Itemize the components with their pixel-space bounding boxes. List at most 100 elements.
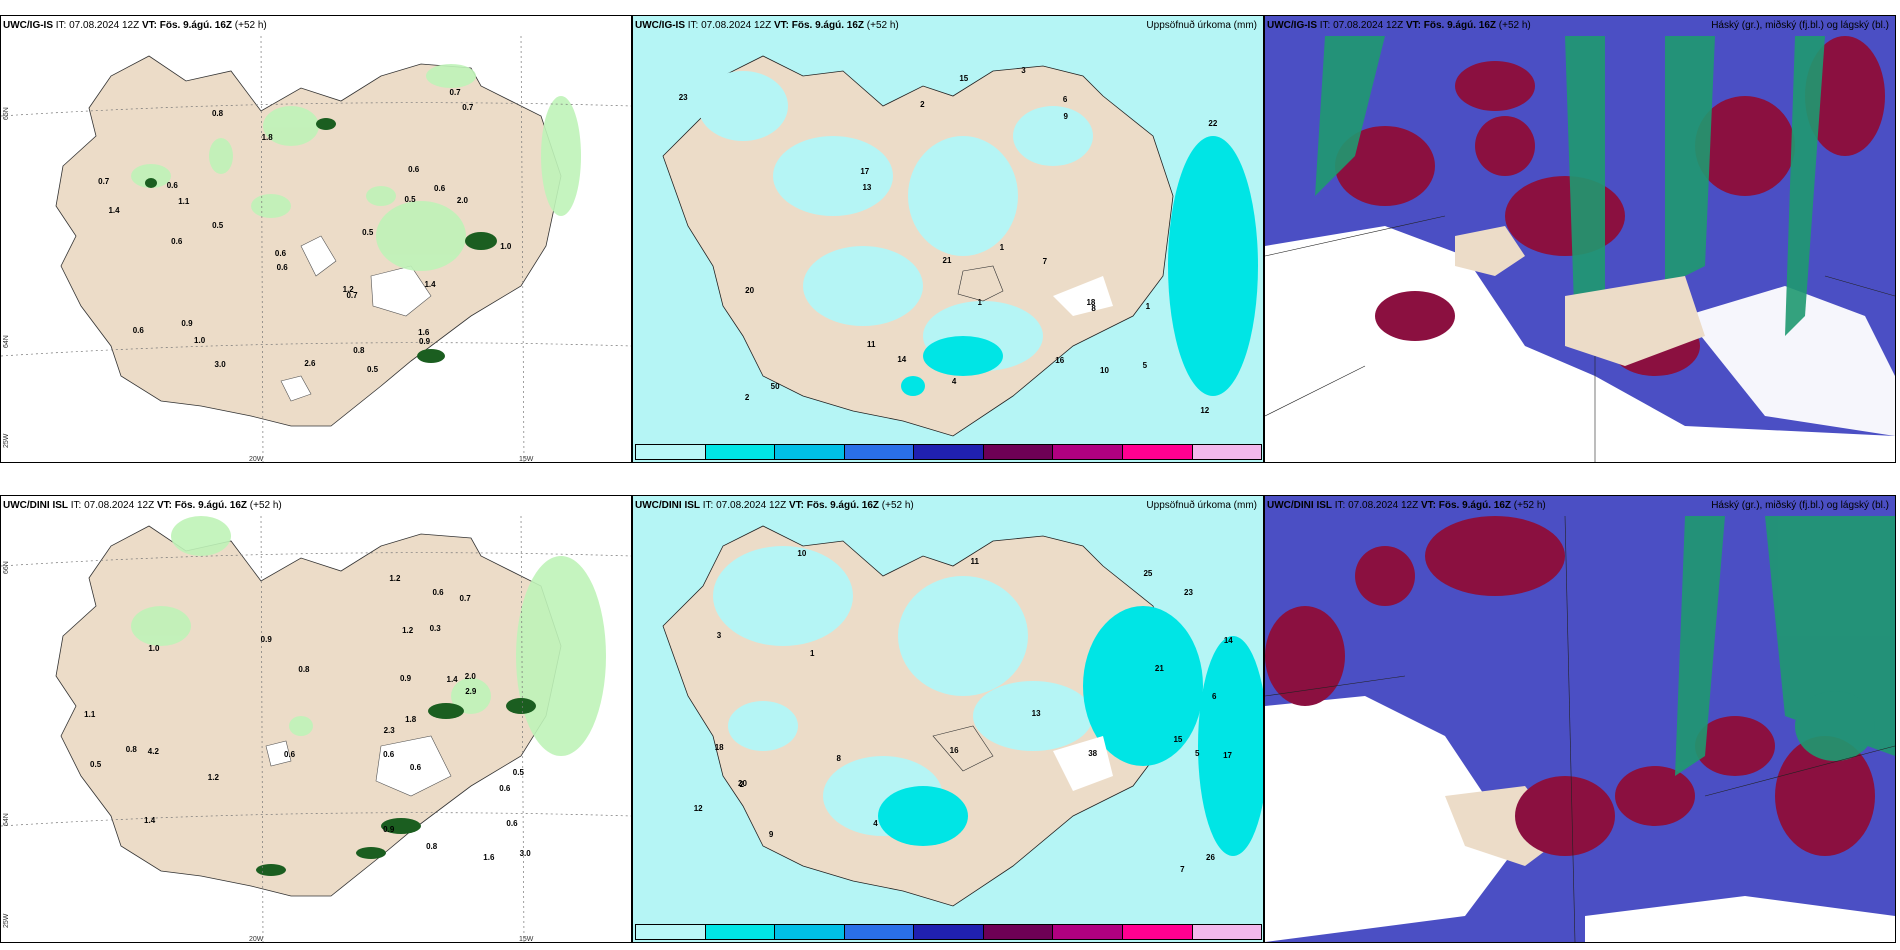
- map-value-label: 2.6: [304, 358, 316, 368]
- map-value-label: 0.9: [260, 635, 272, 645]
- cloud-map-1: [1265, 16, 1895, 462]
- map-value-label: 0.6: [132, 325, 144, 335]
- map-value-label: 1: [1145, 302, 1151, 312]
- map-value-label: 0.6: [166, 180, 178, 190]
- map-value-label: 2.0: [464, 672, 476, 682]
- colorbar-segment: [704, 924, 776, 940]
- colorbar-label: 200: [1124, 942, 1137, 943]
- map-value-label: 0.9: [399, 673, 412, 683]
- map-value-label: 0.6: [506, 818, 518, 828]
- precip-title: Uppsöfnuð úrkoma (mm): [1146, 500, 1257, 511]
- map-value-label: 0.7: [98, 176, 110, 186]
- precip-map-panel-2[interactable]: UWC/DINI ISL IT: 07.08.2024 12Z VT: Fös.…: [632, 495, 1264, 943]
- colorbar-label: 200: [1124, 462, 1137, 463]
- map-value-label: 17: [1223, 751, 1232, 761]
- lat-label-25w: 25W: [3, 433, 10, 448]
- colorbar-label: 75: [915, 462, 924, 463]
- map-value-label: 1.1: [84, 710, 96, 720]
- map-value-label: 0.7: [346, 290, 358, 300]
- panel-title: UWC/IG-IS IT: 07.08.2024 12Z VT: Fös. 9.…: [1267, 20, 1531, 31]
- cloud-map-panel-1[interactable]: UWC/IG-IS IT: 07.08.2024 12Z VT: Fös. 9.…: [1264, 15, 1896, 463]
- map-value-label: 3: [716, 630, 722, 640]
- map-value-label: 0.7: [449, 88, 461, 98]
- map-value-label: 9: [1063, 111, 1068, 121]
- map-value-label: 0.6: [171, 236, 183, 246]
- wind-map-panel-2[interactable]: UWC/DINI ISL IT: 07.08.2024 12Z VT: Fös.…: [0, 495, 632, 943]
- colorbar-segment: [1052, 924, 1123, 940]
- colorbar-segment: [843, 924, 915, 940]
- map-value-label: 0.6: [434, 184, 446, 194]
- colorbar-label: 1: [637, 942, 641, 943]
- map-value-label: 3: [1021, 66, 1026, 76]
- lat-label-64n: 64N: [3, 335, 10, 348]
- map-value-label: 0.6: [432, 587, 444, 597]
- map-value-label: 21: [942, 256, 952, 266]
- map-value-label: 14: [1223, 635, 1233, 645]
- colorbar-segment: [913, 924, 984, 940]
- map-value-label: 1.0: [148, 644, 160, 654]
- lat-label-25w: 25W: [3, 913, 10, 928]
- precip-colorbar: [635, 444, 1263, 460]
- map-value-label: 7: [1042, 256, 1048, 266]
- cloud-map-2: [1265, 496, 1895, 942]
- precip-map-1: [633, 16, 1263, 462]
- map-value-label: 2: [739, 779, 744, 789]
- map-value-label: 0.6: [284, 749, 296, 759]
- map-value-label: 0.6: [408, 165, 420, 175]
- map-value-label: 12: [693, 804, 703, 814]
- map-value-label: 3.0: [519, 848, 531, 858]
- map-value-label: 0.8: [298, 664, 310, 674]
- map-value-label: 16: [949, 745, 959, 755]
- wind-map-panel-1[interactable]: UWC/IG-IS IT: 07.08.2024 12Z VT: Fös. 9.…: [0, 15, 632, 463]
- colorbar-label: 10: [707, 462, 716, 463]
- map-value-label: 13: [1031, 708, 1041, 718]
- colorbar-segment: [774, 444, 845, 460]
- map-value-label: 0.5: [90, 760, 102, 770]
- map-value-label: 13: [862, 182, 872, 192]
- colorbar-label: 400: [1193, 942, 1206, 943]
- map-value-label: 5: [1195, 748, 1200, 758]
- colorbar-label: 10: [707, 942, 716, 943]
- map-value-label: 0.5: [512, 768, 524, 778]
- map-value-label: 1: [977, 298, 982, 308]
- cloud-title: Háský (gr.), miðský (fj.bl.) og lágský (…: [1711, 500, 1889, 511]
- lon-label-20w: 20W: [249, 456, 264, 463]
- map-value-label: 1.0: [194, 335, 206, 345]
- map-value-label: 18: [714, 743, 724, 753]
- map-value-label: 11: [970, 556, 979, 566]
- map-value-label: 23: [1184, 587, 1193, 597]
- cloud-title: Háský (gr.), miðský (fj.bl.) og lágský (…: [1711, 20, 1889, 31]
- map-value-label: 1.2: [342, 285, 354, 295]
- colorbar-segment: [843, 444, 915, 460]
- map-value-label: 0.6: [383, 750, 395, 760]
- precip-map-2: [633, 496, 1263, 942]
- map-value-label: 0.9: [181, 319, 193, 329]
- map-value-label: 0.9: [383, 824, 395, 834]
- map-value-label: 0.9: [418, 337, 431, 347]
- map-value-label: 1.2: [389, 574, 401, 584]
- colorbar-segment: [913, 444, 984, 460]
- colorbar-segment: [1191, 924, 1263, 940]
- map-value-label: 4: [951, 377, 957, 387]
- map-value-label: 2.3: [383, 726, 395, 736]
- lon-label-15w: 15W: [519, 936, 534, 943]
- lat-label-65n: 65N: [3, 107, 10, 120]
- precip-map-panel-1[interactable]: UWC/IG-IS IT: 07.08.2024 12Z VT: Fös. 9.…: [632, 15, 1264, 463]
- cloud-map-panel-2[interactable]: UWC/DINI ISL IT: 07.08.2024 12Z VT: Fös.…: [1264, 495, 1896, 943]
- precip-colorbar: [635, 924, 1263, 940]
- map-value-label: 4.2: [147, 747, 159, 757]
- colorbar-label: 25: [776, 462, 785, 463]
- map-value-label: 1.1: [178, 197, 190, 207]
- colorbar-labels: 1 10 25 50 75 100 150 200 400: [635, 462, 1261, 463]
- map-value-label: 3.0: [214, 359, 226, 369]
- map-value-label: 38: [1088, 748, 1098, 758]
- map-value-label: 1.4: [446, 675, 458, 685]
- map-value-label: 0.3: [429, 624, 441, 634]
- colorbar-segment: [635, 924, 706, 940]
- colorbar-segment: [982, 924, 1054, 940]
- map-value-label: 11: [867, 339, 876, 349]
- colorbar-label: 50: [846, 462, 855, 463]
- map-value-label: 0.7: [459, 593, 471, 603]
- colorbar-labels: 1 10 25 50 75 100 150 200 400: [635, 942, 1261, 943]
- map-value-label: 8: [836, 754, 841, 764]
